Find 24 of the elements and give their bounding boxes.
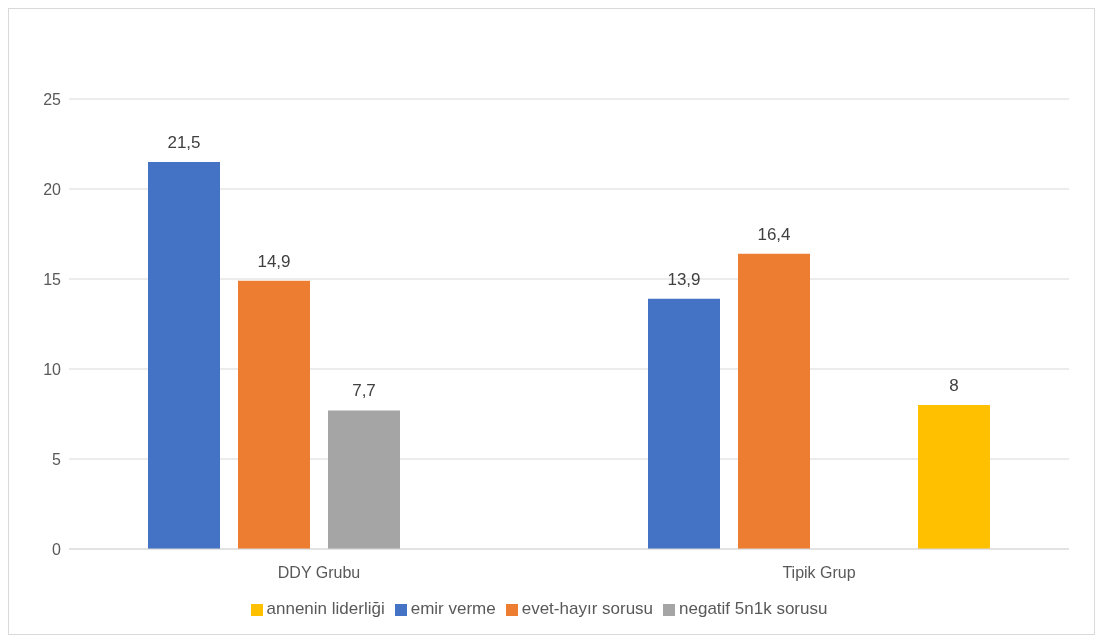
data-label: 16,4	[757, 224, 791, 244]
legend-label: annenin liderliği	[266, 599, 385, 618]
data-label: 7,7	[352, 381, 376, 401]
bar	[238, 280, 310, 549]
bar	[648, 298, 720, 549]
data-label: 21,5	[167, 133, 201, 152]
legend-label: evet-hayır sorusu	[521, 599, 654, 618]
data-label: 13,9	[667, 269, 701, 289]
legend-label: emir verme	[410, 599, 496, 618]
data-label: 8	[949, 376, 959, 395]
x-tick-label: Tipik Grup	[782, 564, 856, 582]
x-tick-label: DDY Grubu	[277, 564, 361, 582]
y-tick-label: 15	[43, 270, 62, 288]
bar	[328, 410, 400, 549]
bar	[738, 253, 810, 549]
bar	[918, 405, 990, 549]
bar	[148, 162, 220, 549]
y-tick-label: 20	[43, 180, 62, 198]
y-tick-label: 0	[52, 540, 62, 558]
legend-label: negatif 5n1k sorusu	[679, 599, 828, 618]
y-tick-label: 25	[43, 90, 62, 108]
data-label: 14,9	[257, 251, 291, 271]
y-tick-label: 10	[43, 360, 62, 378]
y-tick-label: 5	[52, 450, 62, 468]
